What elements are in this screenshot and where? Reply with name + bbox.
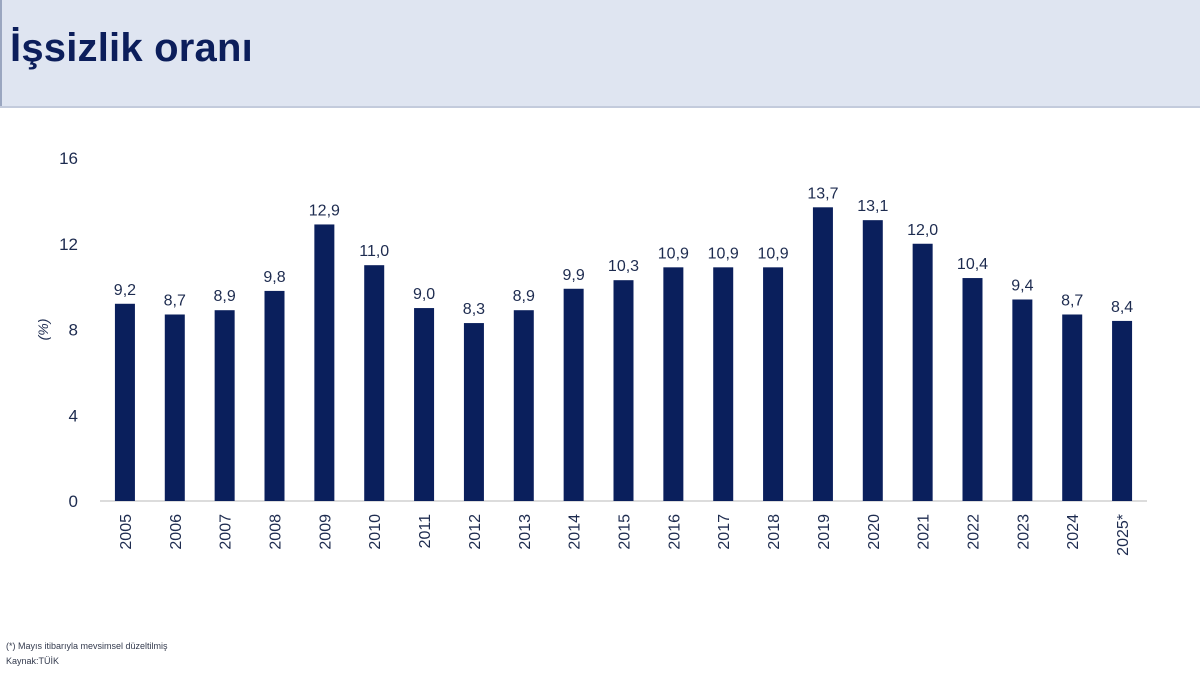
x-tick-label: 2019 bbox=[816, 514, 833, 550]
data-label: 10,9 bbox=[758, 245, 789, 262]
bar bbox=[663, 267, 684, 501]
source-note: Kaynak:TÜİK bbox=[6, 656, 60, 666]
data-label: 13,1 bbox=[857, 198, 888, 215]
bar bbox=[264, 290, 285, 501]
bar bbox=[414, 308, 435, 501]
x-tick-label: 2017 bbox=[716, 514, 733, 550]
bar bbox=[364, 265, 385, 501]
data-label: 9,4 bbox=[1011, 277, 1033, 294]
bar bbox=[812, 207, 833, 501]
x-tick-label: 2021 bbox=[916, 514, 933, 550]
data-label: 10,9 bbox=[708, 245, 739, 262]
data-label: 9,2 bbox=[114, 282, 136, 299]
data-label: 8,9 bbox=[214, 288, 236, 305]
bar bbox=[613, 280, 634, 501]
footnote: (*) Mayıs itibarıyla mevsimsel düzeltilm… bbox=[6, 641, 168, 651]
x-tick-label: 2023 bbox=[1015, 514, 1032, 550]
data-label: 10,9 bbox=[658, 245, 689, 262]
bar bbox=[214, 310, 235, 501]
bar bbox=[713, 267, 734, 501]
data-label: 8,7 bbox=[164, 292, 186, 309]
y-tick-label: 16 bbox=[59, 149, 78, 168]
bar bbox=[164, 314, 185, 501]
x-tick-label: 2020 bbox=[866, 514, 883, 550]
bar bbox=[513, 310, 534, 501]
bar bbox=[114, 303, 135, 501]
x-tick-label: 2005 bbox=[118, 514, 135, 550]
data-label: 13,7 bbox=[807, 185, 838, 202]
x-tick-label: 2008 bbox=[268, 514, 285, 550]
x-tick-label: 2012 bbox=[467, 514, 484, 550]
x-tick-label: 2009 bbox=[317, 514, 334, 550]
data-label: 10,4 bbox=[957, 256, 988, 273]
bar bbox=[1062, 314, 1083, 501]
x-tick-label: 2007 bbox=[218, 514, 235, 550]
page-title: İşsizlik oranı bbox=[10, 26, 253, 70]
y-tick-label: 8 bbox=[69, 321, 78, 340]
bar bbox=[912, 243, 933, 501]
x-tick-label: 2018 bbox=[766, 514, 783, 550]
x-tick-label: 2006 bbox=[168, 514, 185, 550]
bar bbox=[314, 224, 335, 502]
y-axis-label: (%) bbox=[35, 319, 51, 341]
bar bbox=[862, 220, 883, 501]
bar bbox=[962, 278, 983, 501]
unemployment-bar-chart: 0 4 8 12 16 (%) 9,2 2005 8,7 2006 8,9 2007 9,8 2008 12… bbox=[35, 149, 1147, 556]
data-label: 12,0 bbox=[907, 222, 938, 239]
x-tick-label: 2025* bbox=[1115, 514, 1132, 556]
y-tick-label: 0 bbox=[69, 492, 78, 511]
data-label: 8,4 bbox=[1111, 299, 1133, 316]
data-label: 9,8 bbox=[263, 269, 285, 286]
x-tick-label: 2014 bbox=[567, 514, 584, 550]
data-label: 8,9 bbox=[513, 288, 535, 305]
x-tick-label: 2022 bbox=[966, 514, 983, 550]
data-label: 9,0 bbox=[413, 286, 435, 303]
bar bbox=[763, 267, 784, 501]
bar bbox=[1112, 320, 1133, 501]
data-label: 10,3 bbox=[608, 258, 639, 275]
y-tick-label: 4 bbox=[69, 406, 78, 425]
data-label: 11,0 bbox=[359, 243, 389, 260]
x-tick-label: 2010 bbox=[367, 514, 384, 550]
data-label: 9,9 bbox=[563, 267, 585, 284]
x-tick-label: 2024 bbox=[1065, 514, 1082, 550]
x-tick-label: 2013 bbox=[517, 514, 534, 550]
bar bbox=[1012, 299, 1033, 501]
x-tick-label: 2011 bbox=[417, 514, 434, 549]
header-banner: İşsizlik oranı bbox=[0, 0, 1200, 108]
bar bbox=[563, 288, 584, 501]
data-label: 12,9 bbox=[309, 202, 340, 219]
x-tick-label: 2015 bbox=[617, 514, 634, 550]
x-tick-label: 2016 bbox=[666, 514, 683, 550]
bar bbox=[463, 323, 484, 501]
data-label: 8,7 bbox=[1061, 292, 1083, 309]
y-tick-label: 12 bbox=[59, 235, 78, 254]
data-label: 8,3 bbox=[463, 301, 485, 318]
